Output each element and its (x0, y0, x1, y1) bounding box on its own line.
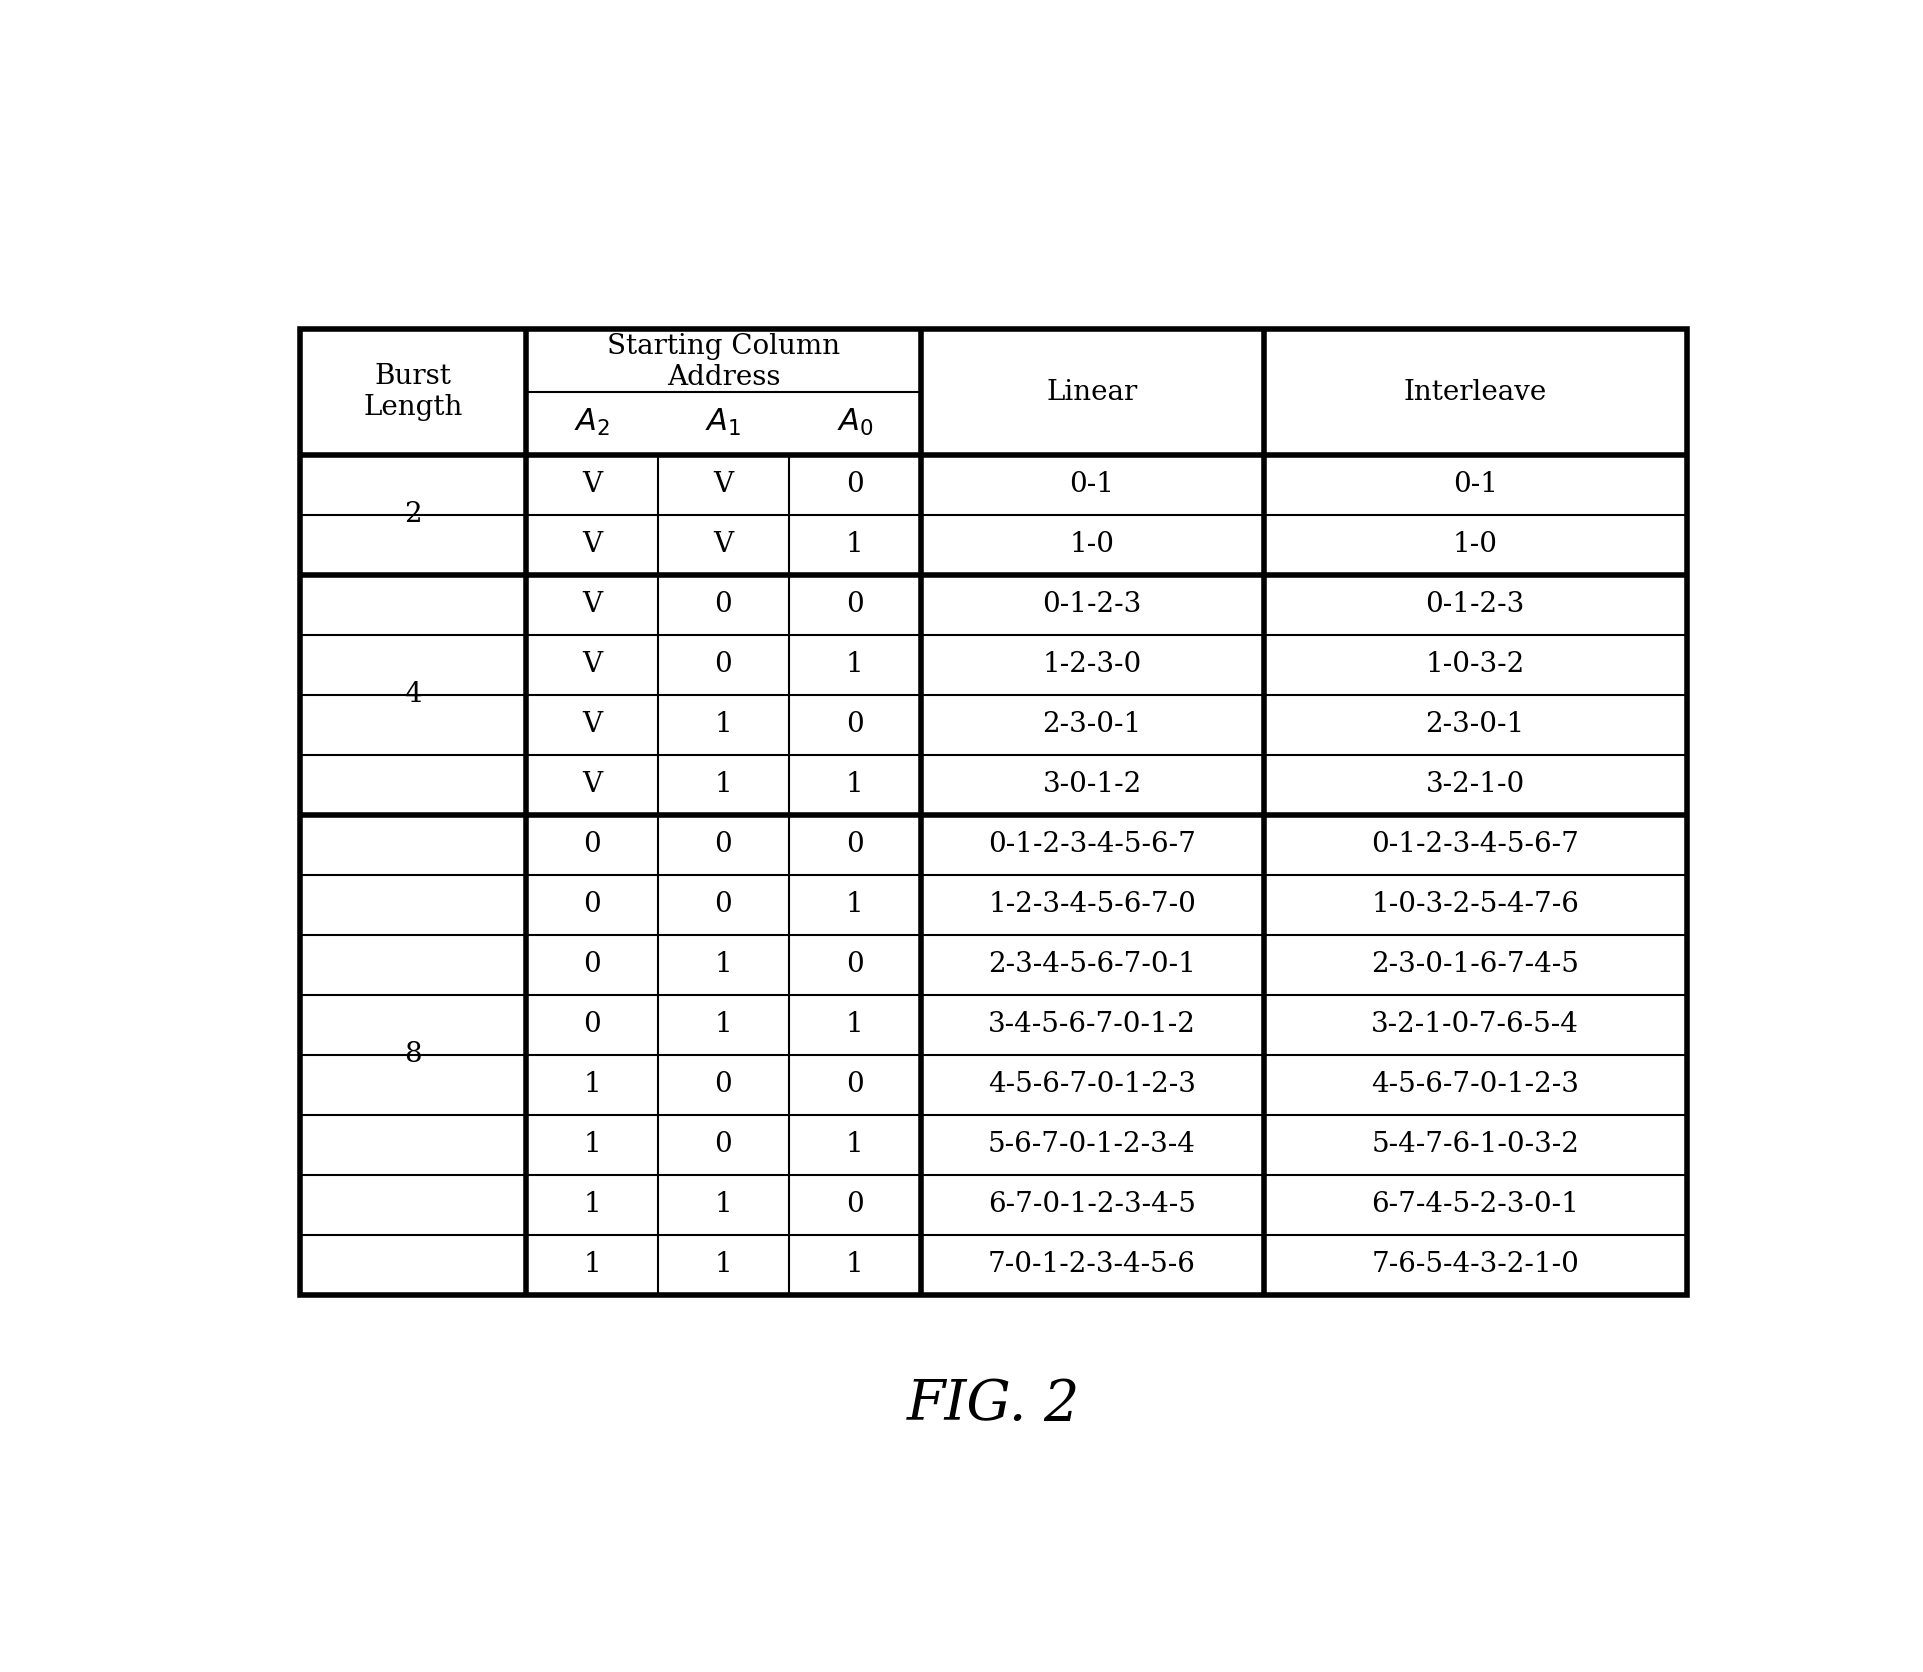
Text: 7-6-5-4-3-2-1-0: 7-6-5-4-3-2-1-0 (1371, 1251, 1579, 1279)
Text: 1: 1 (583, 1132, 600, 1159)
Text: 6-7-0-1-2-3-4-5: 6-7-0-1-2-3-4-5 (988, 1192, 1196, 1219)
Text: 1-0-3-2: 1-0-3-2 (1425, 652, 1525, 679)
Text: V: V (583, 652, 602, 679)
Text: 4-5-6-7-0-1-2-3: 4-5-6-7-0-1-2-3 (1371, 1072, 1579, 1099)
Text: 3-4-5-6-7-0-1-2: 3-4-5-6-7-0-1-2 (988, 1012, 1196, 1038)
Text: 0: 0 (846, 472, 863, 498)
Text: V: V (713, 472, 733, 498)
Text: 1: 1 (846, 1012, 863, 1038)
Text: 1-2-3-0: 1-2-3-0 (1042, 652, 1140, 679)
Text: 2: 2 (404, 502, 421, 528)
Text: 1: 1 (713, 711, 733, 739)
Text: 0: 0 (713, 652, 733, 679)
Text: V: V (583, 592, 602, 619)
Text: 1: 1 (846, 771, 863, 799)
Text: V: V (583, 771, 602, 799)
Text: $A_0$: $A_0$ (837, 406, 873, 438)
Text: 8: 8 (404, 1042, 421, 1068)
Text: 0: 0 (846, 1072, 863, 1099)
Text: 2-3-0-1: 2-3-0-1 (1425, 711, 1525, 739)
Text: 1: 1 (583, 1072, 600, 1099)
Bar (300, 329, 1686, 1296)
Text: Starting Column
Address: Starting Column Address (606, 333, 840, 391)
Text: 0-1-2-3: 0-1-2-3 (1042, 592, 1140, 619)
Text: 1-0-3-2-5-4-7-6: 1-0-3-2-5-4-7-6 (1371, 891, 1579, 918)
Text: 0: 0 (846, 592, 863, 619)
Text: 3-2-1-0: 3-2-1-0 (1425, 771, 1525, 799)
Text: Burst
Length: Burst Length (363, 363, 463, 421)
Text: 1: 1 (713, 951, 733, 978)
Text: Interleave: Interleave (1404, 378, 1546, 406)
Text: $A_2$: $A_2$ (573, 406, 610, 438)
Text: FIG. 2: FIG. 2 (906, 1378, 1079, 1431)
Text: 2-3-0-1-6-7-4-5: 2-3-0-1-6-7-4-5 (1371, 951, 1579, 978)
Text: 0: 0 (846, 951, 863, 978)
Text: 0: 0 (713, 891, 733, 918)
Text: 1: 1 (713, 1192, 733, 1219)
Text: 2-3-4-5-6-7-0-1: 2-3-4-5-6-7-0-1 (988, 951, 1196, 978)
Text: 1-0: 1-0 (1069, 532, 1113, 558)
Text: 1: 1 (846, 891, 863, 918)
Text: 1: 1 (583, 1192, 600, 1219)
Text: 0: 0 (583, 951, 600, 978)
Text: 0: 0 (846, 711, 863, 739)
Text: 1-0: 1-0 (1452, 532, 1496, 558)
Text: 0-1-2-3: 0-1-2-3 (1425, 592, 1525, 619)
Text: 1: 1 (846, 652, 863, 679)
Text: Linear: Linear (1046, 378, 1136, 406)
Text: 1: 1 (713, 1012, 733, 1038)
Text: 5-4-7-6-1-0-3-2: 5-4-7-6-1-0-3-2 (1371, 1132, 1579, 1159)
Text: 4: 4 (404, 682, 421, 709)
Text: 0: 0 (713, 831, 733, 858)
Text: 0: 0 (846, 831, 863, 858)
Text: V: V (583, 472, 602, 498)
Text: 1: 1 (846, 1251, 863, 1279)
Text: 0-1-2-3-4-5-6-7: 0-1-2-3-4-5-6-7 (988, 831, 1196, 858)
Text: 0: 0 (713, 592, 733, 619)
Text: 0: 0 (713, 1132, 733, 1159)
Text: 0: 0 (583, 831, 600, 858)
Text: 6-7-4-5-2-3-0-1: 6-7-4-5-2-3-0-1 (1371, 1192, 1579, 1219)
Text: 4-5-6-7-0-1-2-3: 4-5-6-7-0-1-2-3 (988, 1072, 1196, 1099)
Text: 0-1: 0-1 (1069, 472, 1113, 498)
Text: 0: 0 (713, 1072, 733, 1099)
Text: V: V (713, 532, 733, 558)
Text: 0: 0 (583, 1012, 600, 1038)
Text: 0-1: 0-1 (1452, 472, 1496, 498)
Text: 2-3-0-1: 2-3-0-1 (1042, 711, 1140, 739)
Text: 1: 1 (713, 1251, 733, 1279)
Text: 3-0-1-2: 3-0-1-2 (1042, 771, 1140, 799)
Text: 1: 1 (846, 1132, 863, 1159)
Text: 7-0-1-2-3-4-5-6: 7-0-1-2-3-4-5-6 (988, 1251, 1196, 1279)
Text: 1: 1 (583, 1251, 600, 1279)
Text: V: V (583, 532, 602, 558)
Text: V: V (583, 711, 602, 739)
Text: 1: 1 (846, 532, 863, 558)
Text: $A_1$: $A_1$ (706, 406, 740, 438)
Text: 3-2-1-0-7-6-5-4: 3-2-1-0-7-6-5-4 (1371, 1012, 1579, 1038)
Text: 1-2-3-4-5-6-7-0: 1-2-3-4-5-6-7-0 (988, 891, 1196, 918)
Text: 0: 0 (846, 1192, 863, 1219)
Text: 5-6-7-0-1-2-3-4: 5-6-7-0-1-2-3-4 (988, 1132, 1196, 1159)
Text: 0-1-2-3-4-5-6-7: 0-1-2-3-4-5-6-7 (1371, 831, 1579, 858)
Text: 1: 1 (713, 771, 733, 799)
Text: 0: 0 (583, 891, 600, 918)
